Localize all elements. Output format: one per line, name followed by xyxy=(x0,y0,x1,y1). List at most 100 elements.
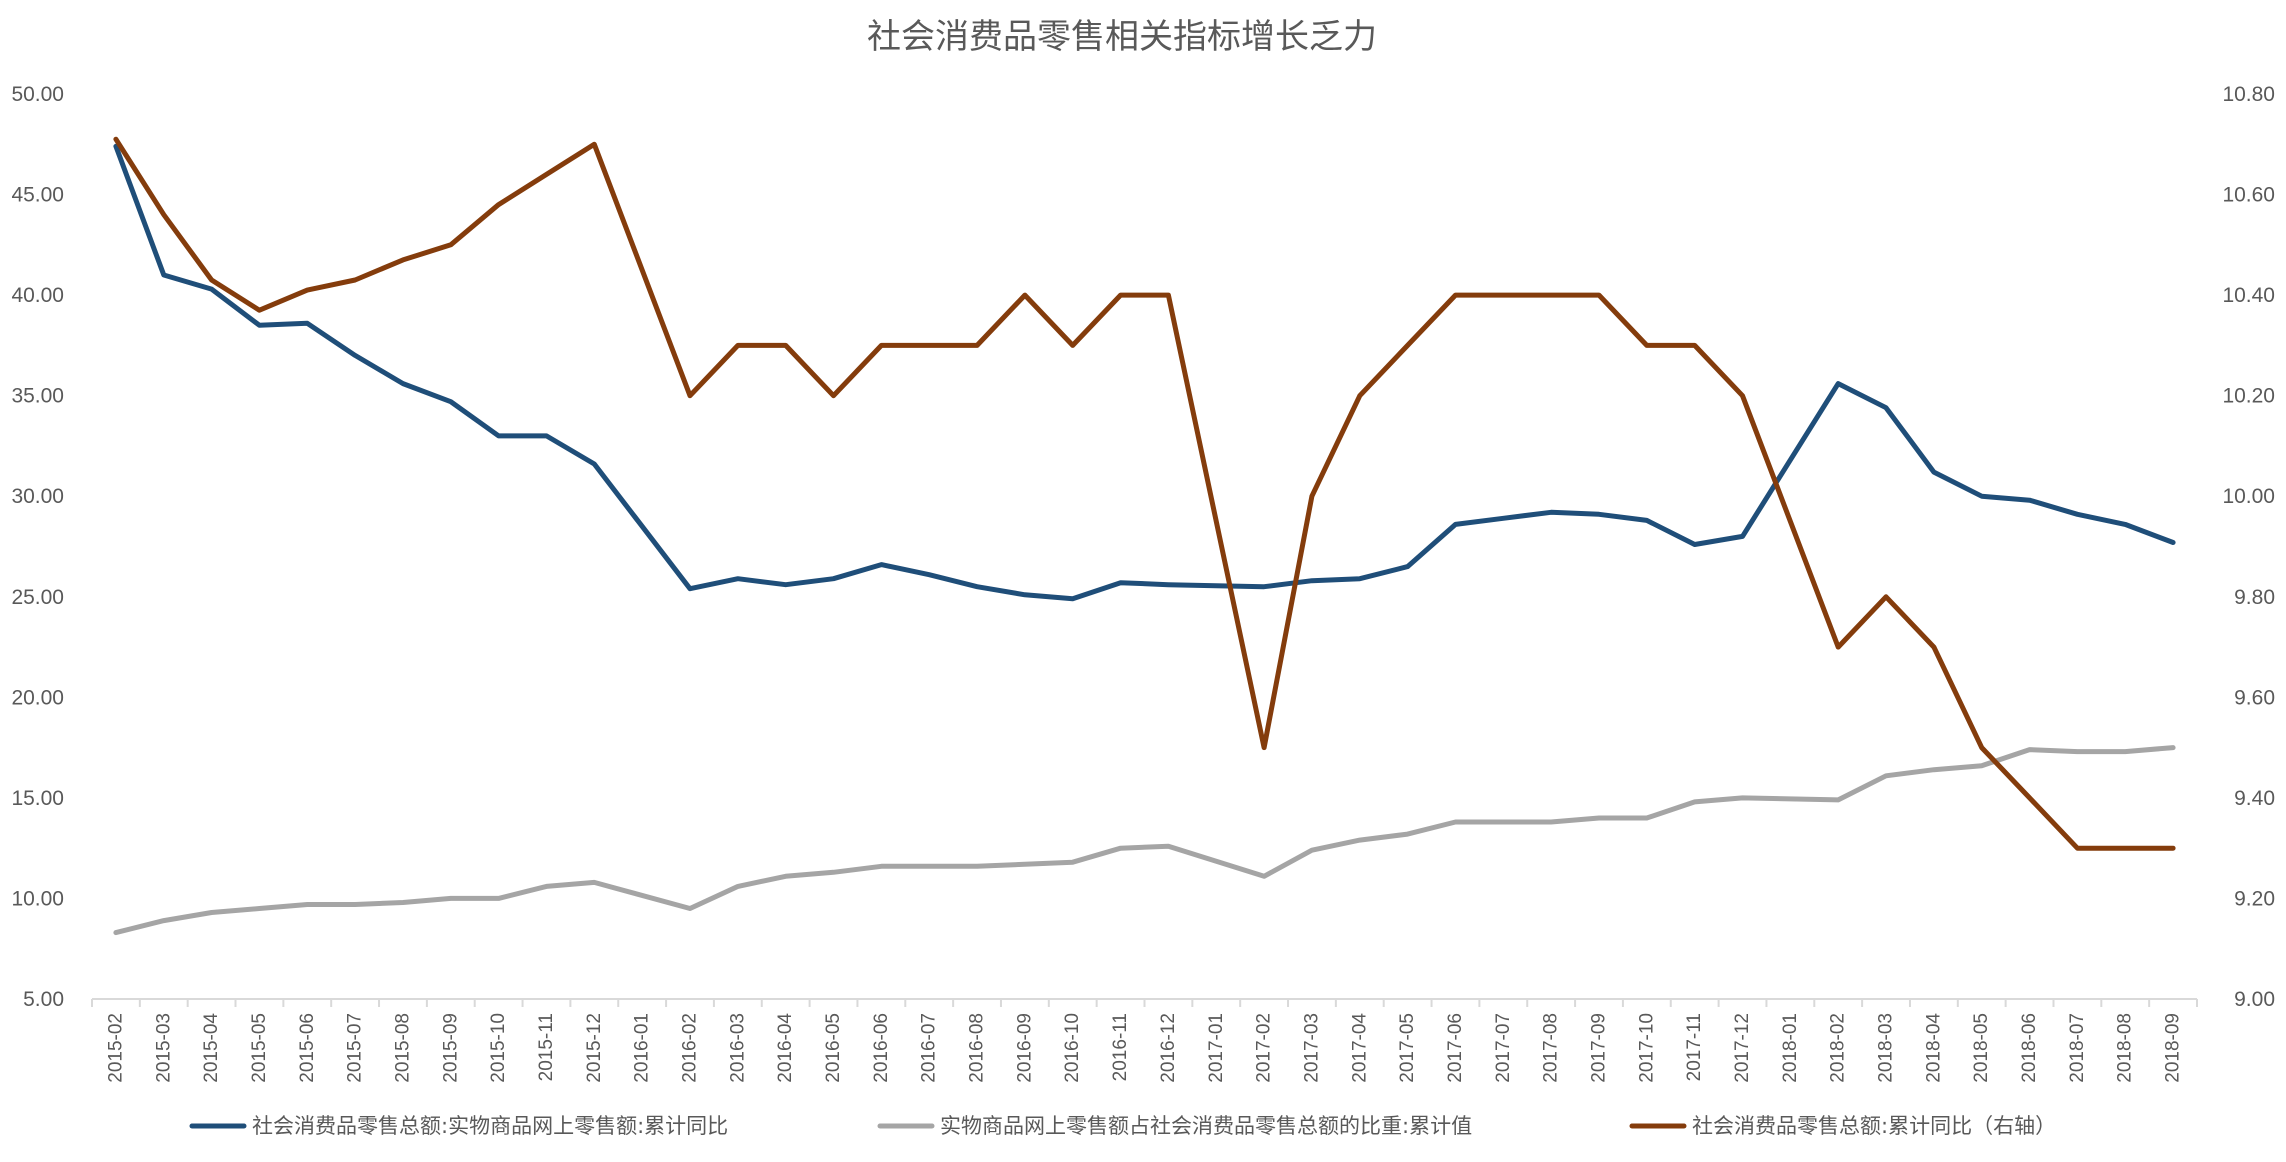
series-3-point xyxy=(591,141,597,147)
series-2-point xyxy=(1453,819,1459,825)
x-tick-label: 2016-01 xyxy=(632,1013,653,1083)
series-1-point xyxy=(1070,596,1076,602)
series-1-point xyxy=(1357,576,1363,582)
series-2-point xyxy=(735,883,741,889)
y-left-tick-label: 20.00 xyxy=(11,686,64,709)
series-2-point xyxy=(926,863,932,869)
series-1-point xyxy=(1118,580,1124,586)
x-tick-label: 2017-08 xyxy=(1541,1013,1562,1083)
series-1-point xyxy=(1405,564,1411,570)
x-tick-label: 2017-03 xyxy=(1301,1013,1322,1083)
series-3-point xyxy=(1357,393,1363,399)
y-left-tick-label: 25.00 xyxy=(11,586,64,609)
series-2-point xyxy=(1165,843,1171,849)
series-3-point xyxy=(1022,292,1028,298)
series-2-point xyxy=(1835,797,1841,803)
series-1-point xyxy=(783,582,789,588)
series-2-point xyxy=(591,879,597,885)
x-tick-label: 2017-05 xyxy=(1397,1013,1418,1083)
x-tick-label: 2015-11 xyxy=(536,1013,557,1081)
x-tick-label: 2016-11 xyxy=(1110,1013,1131,1081)
series-3-point xyxy=(1596,292,1602,298)
x-tick-label: 2017-09 xyxy=(1588,1013,1609,1083)
series-1-point xyxy=(161,272,167,278)
series-2-point xyxy=(1931,767,1937,773)
x-tick-label: 2016-12 xyxy=(1158,1013,1179,1083)
series-3-point xyxy=(783,342,789,348)
x-tick-label: 2017-04 xyxy=(1349,1013,1370,1083)
x-tick-label: 2015-04 xyxy=(201,1013,222,1083)
y-left-tick-label: 35.00 xyxy=(11,385,64,408)
series-3-point xyxy=(2027,795,2033,801)
series-1-point xyxy=(1644,517,1650,523)
series-1-point xyxy=(1740,533,1746,539)
x-tick-label: 2018-05 xyxy=(1971,1013,1992,1083)
series-1-point xyxy=(2027,497,2033,503)
series-2-point xyxy=(256,906,262,912)
series-3-point xyxy=(2170,845,2176,851)
series-2-point xyxy=(496,895,502,901)
series-3-point xyxy=(1931,644,1937,650)
series-3-point xyxy=(304,287,310,293)
series-3-point xyxy=(544,171,550,177)
series-2-point xyxy=(544,883,550,889)
series-3-point xyxy=(974,342,980,348)
series-3-point xyxy=(113,136,119,142)
x-tick-label: 2016-02 xyxy=(680,1013,701,1083)
series-1-point xyxy=(974,584,980,590)
series-2-point xyxy=(400,900,406,906)
x-tick-label: 2016-10 xyxy=(1062,1013,1083,1083)
x-tick-label: 2018-09 xyxy=(2163,1013,2184,1083)
series-3-point xyxy=(496,202,502,208)
x-tick-label: 2016-09 xyxy=(1014,1013,1035,1083)
x-tick-label: 2017-02 xyxy=(1254,1013,1275,1083)
series-3-point xyxy=(1835,644,1841,650)
series-1-point xyxy=(256,322,262,328)
x-tick-label: 2018-08 xyxy=(2115,1013,2136,1083)
series-1-point xyxy=(831,576,837,582)
series-2-point xyxy=(1644,815,1650,821)
series-line-1 xyxy=(113,143,2176,602)
x-tick-label: 2017-07 xyxy=(1493,1013,1514,1083)
series-3-point xyxy=(400,257,406,263)
series-3-point xyxy=(735,342,741,348)
x-tick-label: 2018-07 xyxy=(2067,1013,2088,1083)
y-left-tick-label: 5.00 xyxy=(23,988,64,1011)
x-tick-label: 2016-06 xyxy=(871,1013,892,1083)
series-3-point xyxy=(1118,292,1124,298)
y-left-tick-label: 15.00 xyxy=(11,787,64,810)
series-2-point xyxy=(1070,859,1076,865)
series-2-point xyxy=(878,863,884,869)
y-left-tick-label: 50.00 xyxy=(11,83,64,106)
series-1-point xyxy=(496,433,502,439)
series-2-point xyxy=(687,906,693,912)
y-left-tick-label: 30.00 xyxy=(11,485,64,508)
series-1-point xyxy=(1165,582,1171,588)
series-3-point xyxy=(1453,292,1459,298)
series-2-point xyxy=(1692,799,1698,805)
y-left-tick-label: 45.00 xyxy=(11,184,64,207)
series-2-point xyxy=(1405,831,1411,837)
axes: 2015-02 2015-03 2015-04 2015-05 2015-06 2015-… xyxy=(11,83,2275,1083)
series-2-point xyxy=(448,895,454,901)
series-3-point xyxy=(161,212,167,218)
y-right-tick-label: 9.20 xyxy=(2234,887,2275,910)
series-1-point xyxy=(2074,511,2080,517)
series-3-point xyxy=(1309,493,1315,499)
y-right-tick-label: 9.80 xyxy=(2234,586,2275,609)
series-3-point xyxy=(926,342,932,348)
series-3-point xyxy=(1883,594,1889,600)
x-tick-label: 2018-02 xyxy=(1828,1013,1849,1083)
x-tick-label: 2017-10 xyxy=(1636,1013,1657,1083)
series-3-point xyxy=(831,393,837,399)
series-3-point xyxy=(1405,342,1411,348)
x-tick-label: 2016-05 xyxy=(823,1013,844,1083)
series-2-point xyxy=(1596,815,1602,821)
x-tick-label: 2018-01 xyxy=(1780,1013,1801,1083)
series-2-point xyxy=(113,930,119,936)
series-1-point xyxy=(2170,540,2176,546)
series-2-point xyxy=(1357,837,1363,843)
series-2-point xyxy=(1979,763,1985,769)
series-line-2 xyxy=(113,745,2176,936)
